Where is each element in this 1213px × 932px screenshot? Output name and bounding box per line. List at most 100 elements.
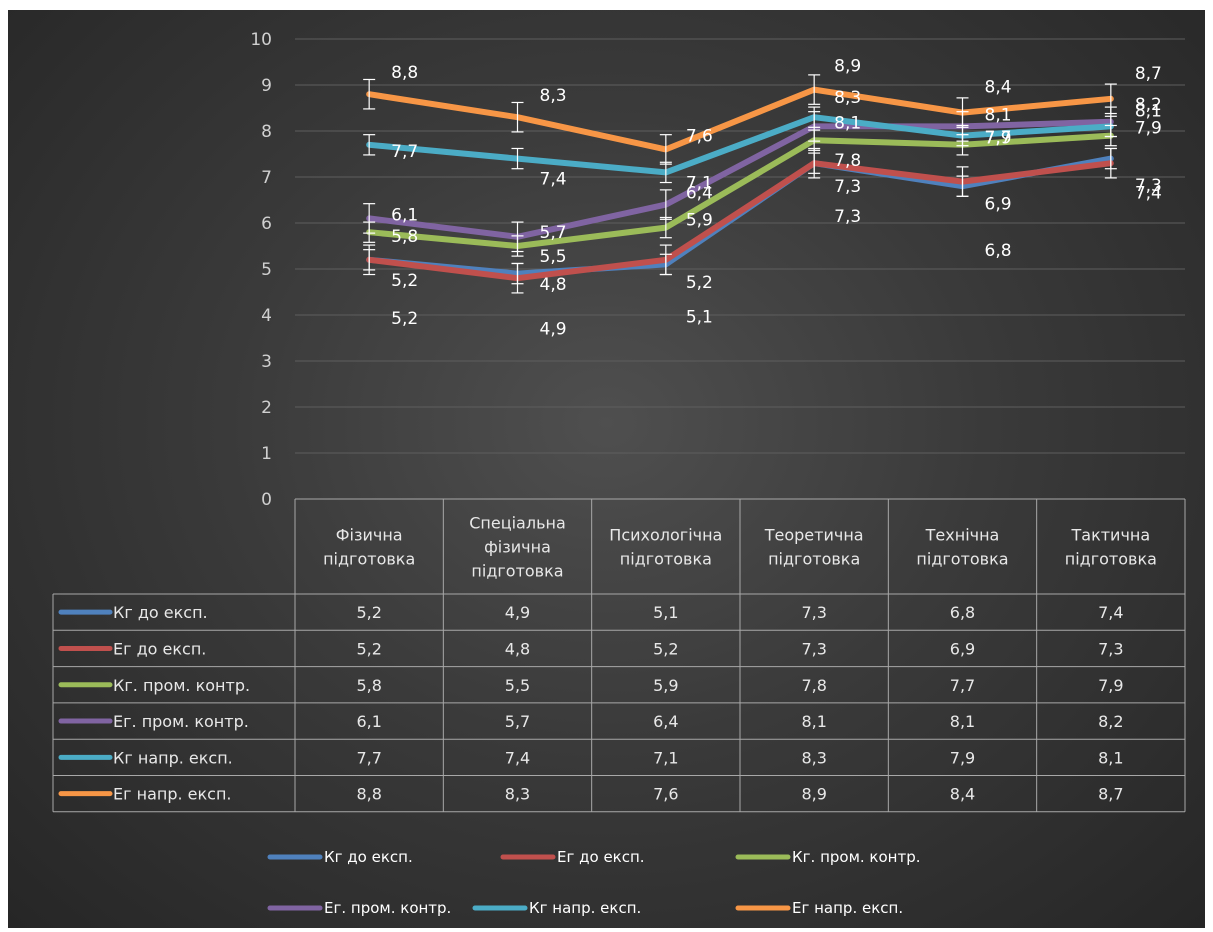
table-cell: 7,3	[801, 603, 826, 622]
data-label: 7,9	[1135, 119, 1162, 139]
legend-label: Ег. пром. контр.	[324, 899, 451, 917]
y-tick-label: 10	[250, 30, 272, 50]
data-label: 5,7	[540, 223, 567, 243]
y-tick-label: 0	[261, 490, 272, 510]
data-label: 7,3	[834, 177, 861, 197]
table-cell: 8,3	[505, 785, 530, 804]
data-label: 8,1	[985, 105, 1012, 125]
table-cell: 7,6	[653, 785, 678, 804]
row-label: Ег напр. експ.	[113, 785, 232, 804]
data-label: 8,2	[1135, 95, 1162, 115]
y-tick-label: 7	[261, 168, 272, 188]
data-label: 8,3	[540, 86, 567, 106]
y-tick-label: 2	[261, 398, 272, 418]
category-label: Психологічна	[609, 526, 722, 545]
category-label: Тактична	[1070, 526, 1150, 545]
y-tick-label: 1	[261, 444, 272, 464]
table-cell: 5,9	[653, 676, 678, 695]
data-label: 8,9	[834, 57, 861, 77]
table-cell: 8,1	[950, 712, 975, 731]
table-cell: 6,4	[653, 712, 678, 731]
table-cell: 8,3	[801, 748, 826, 767]
data-label: 7,9	[985, 129, 1012, 149]
category-label: підготовка	[620, 550, 712, 569]
table-cell: 5,5	[505, 676, 530, 695]
table-cell: 7,9	[950, 748, 975, 767]
row-label: Кг. пром. контр.	[113, 676, 250, 695]
data-label: 7,7	[391, 142, 418, 162]
table-cell: 5,1	[653, 603, 678, 622]
data-label: 7,4	[1135, 184, 1162, 204]
table-cell: 6,1	[356, 712, 381, 731]
data-label: 5,8	[391, 227, 418, 247]
data-label: 7,1	[686, 173, 713, 193]
table-cell: 5,2	[356, 639, 381, 658]
legend: Кг до експ. Ег до експ. Кг. пром. контр. Ег…	[267, 848, 921, 917]
y-tick-label: 6	[261, 214, 272, 234]
y-tick-label: 4	[261, 306, 272, 326]
data-label: 5,5	[540, 247, 567, 267]
legend-label: Кг. пром. контр.	[792, 848, 921, 866]
table-cell: 5,7	[505, 712, 530, 731]
table-cell: 7,7	[356, 748, 381, 767]
table-cell: 8,4	[950, 785, 975, 804]
data-label: 7,7	[985, 128, 1012, 148]
table-cell: 6,9	[950, 639, 975, 658]
y-tick-label: 9	[261, 76, 272, 96]
row-label: Ег. пром. контр.	[113, 712, 249, 731]
data-label: 7,3	[834, 207, 861, 227]
category-label: Фізична	[336, 526, 403, 545]
table-cell: 7,3	[801, 639, 826, 658]
data-label: 7,8	[834, 151, 861, 171]
table-cell: 8,7	[1098, 785, 1123, 804]
data-label: 8,3	[834, 88, 861, 108]
table-cell: 7,1	[653, 748, 678, 767]
legend-label: Ег напр. експ.	[792, 899, 903, 917]
line-chart-with-data-table: 0 1 2 3 4 5 6 7 8 9 10 5,2 4,9 5,1 7,3 6,8 7,4 5,2 4,8 5,2 7…	[52, 30, 1186, 917]
data-label: 5,2	[391, 271, 418, 291]
category-label: підготовка	[916, 550, 1008, 569]
data-label: 5,9	[686, 211, 713, 231]
data-label: 6,8	[985, 241, 1012, 261]
data-label: 7,3	[1135, 176, 1162, 196]
category-label: підготовка	[323, 550, 415, 569]
table-cell: 4,8	[505, 639, 530, 658]
series-line	[366, 132, 1114, 249]
row-label: Кг до експ.	[113, 603, 208, 622]
data-label: 5,1	[686, 307, 713, 327]
category-label: підготовка	[768, 550, 860, 569]
data-label: 4,9	[540, 320, 567, 340]
series-line	[366, 160, 1114, 282]
category-label: підготовка	[471, 562, 563, 581]
table-cell: 7,4	[505, 748, 530, 767]
table-cell: 5,2	[653, 639, 678, 658]
category-label: підготовка	[1065, 550, 1157, 569]
table-cell: 7,3	[1098, 639, 1123, 658]
data-label: 5,2	[391, 309, 418, 329]
row-label: Кг напр. експ.	[113, 748, 233, 767]
data-table: Фізична підготовка Спеціальна фізична підгот…	[52, 498, 1186, 813]
chart-area: 0 1 2 3 4 5 6 7 8 9 10 5,2 4,9 5,1 7,3 6,8 7,4 5,2 4,8 5,2 7…	[8, 10, 1205, 928]
category-label: фізична	[484, 538, 551, 557]
y-tick-label: 3	[261, 352, 272, 372]
data-label: 6,1	[391, 205, 418, 225]
data-label: 8,7	[1135, 64, 1162, 84]
table-cell: 8,9	[801, 785, 826, 804]
table-cell: 7,8	[801, 676, 826, 695]
category-label: Спеціальна	[469, 514, 566, 533]
table-cell: 4,9	[505, 603, 530, 622]
data-label: 6,9	[985, 195, 1012, 215]
data-label: 5,2	[686, 273, 713, 293]
legend-label: Ег до експ.	[557, 848, 645, 866]
y-tick-label: 8	[261, 122, 272, 142]
category-label: Теоретична	[764, 526, 864, 545]
data-label: 8,4	[985, 78, 1012, 98]
table-cell: 8,1	[801, 712, 826, 731]
series-lines	[366, 86, 1114, 282]
series-line	[366, 114, 1114, 176]
table-cell: 5,8	[356, 676, 381, 695]
row-label: Ег до експ.	[113, 639, 206, 658]
table-cell: 6,8	[950, 603, 975, 622]
y-tick-label: 5	[261, 260, 272, 280]
data-label: 7,4	[540, 170, 567, 190]
